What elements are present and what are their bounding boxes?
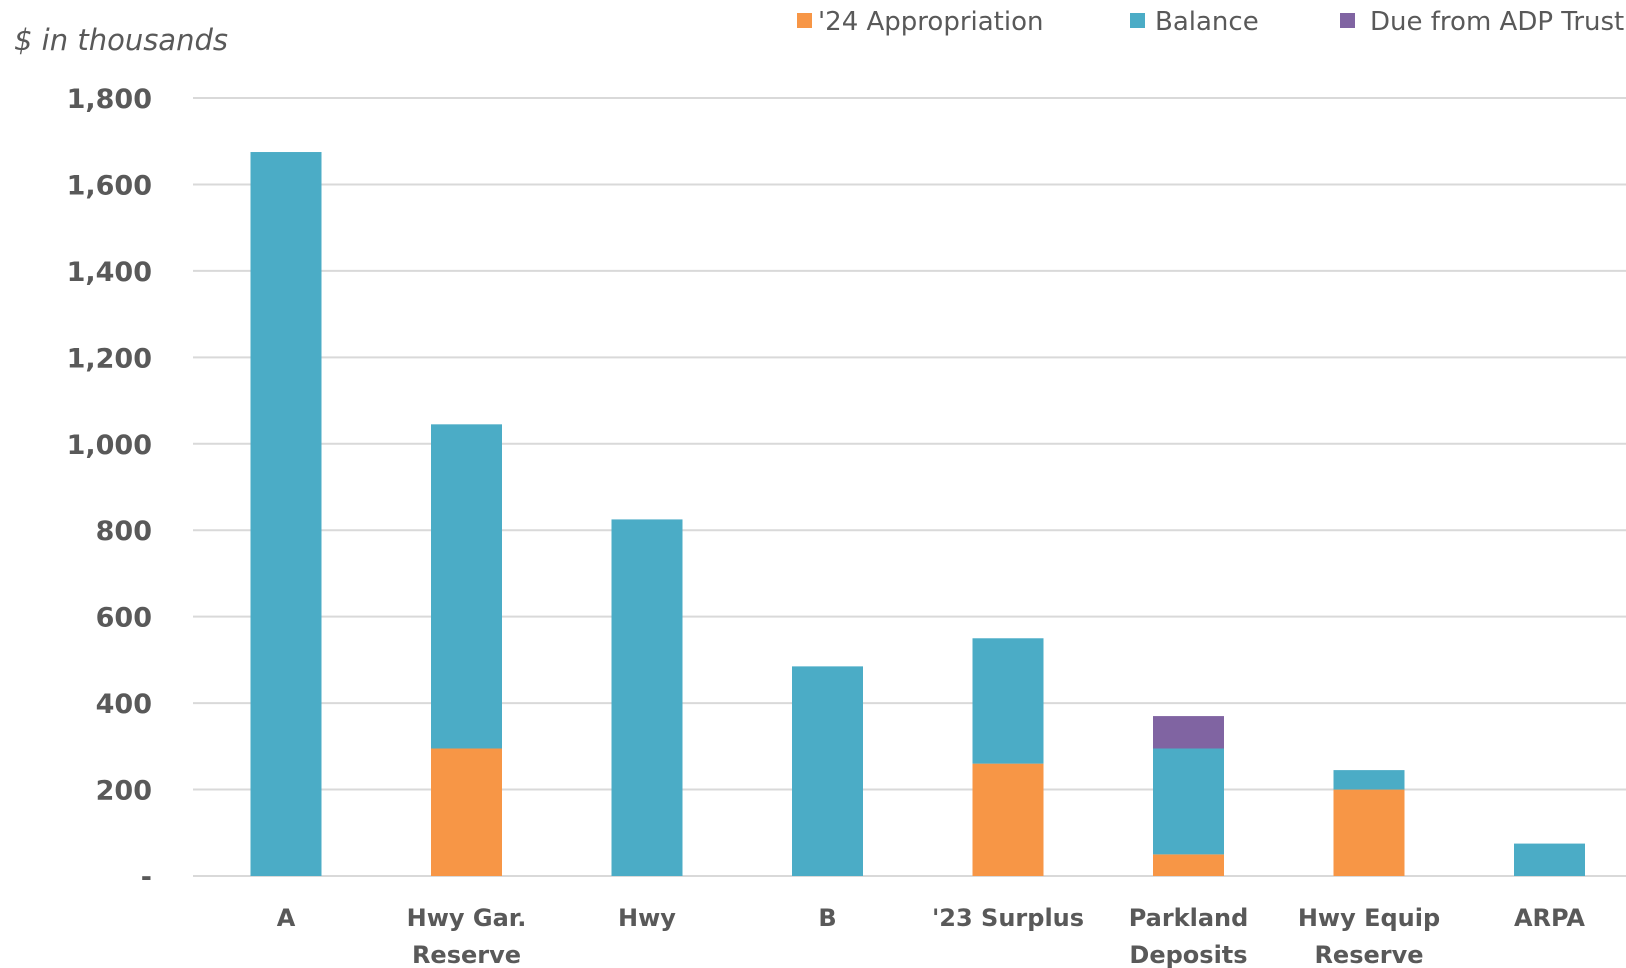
x-tick-label: Reserve <box>1314 941 1423 968</box>
bar-segment <box>431 748 502 876</box>
y-tick-label: 1,200 <box>67 343 152 374</box>
legend-swatch <box>1130 13 1145 28</box>
bar-segment <box>1153 716 1224 749</box>
x-tick-label: Hwy Gar. <box>407 904 527 932</box>
bar-segment <box>1333 770 1405 790</box>
x-tick-label: Parkland <box>1129 904 1249 932</box>
bar-segment <box>431 424 502 749</box>
x-tick-label: '23 Surplus <box>932 904 1084 932</box>
unit-label: $ in thousands <box>14 23 228 57</box>
bar-segment <box>1153 854 1224 876</box>
bar-segment <box>1514 843 1585 876</box>
x-tick-label: ARPA <box>1514 904 1585 932</box>
x-tick-label: Hwy Equip <box>1298 904 1440 932</box>
legend-label: Balance <box>1155 7 1259 37</box>
x-axis-labels: A Hwy Gar. Reserve Hwy B '23 Surplus Parkland D… <box>277 904 1586 968</box>
y-tick-label: 400 <box>96 689 152 720</box>
gridlines <box>193 97 1626 877</box>
legend-label: '24 Appropriation <box>818 7 1043 37</box>
bar-segment <box>1333 789 1405 876</box>
y-tick-label: 1,400 <box>67 257 152 288</box>
bar-segment <box>611 519 683 876</box>
bar-segment <box>972 638 1044 764</box>
bar-segment <box>1153 748 1224 855</box>
x-tick-label: Reserve <box>412 941 521 968</box>
y-tick-label: 1,800 <box>67 84 152 115</box>
y-tick-label: 200 <box>96 776 152 807</box>
x-tick-label: Hwy <box>618 904 676 932</box>
bars <box>250 152 1585 876</box>
legend-swatch <box>1340 13 1355 28</box>
y-tick-label: 1,000 <box>67 430 152 461</box>
bar-segment <box>250 152 322 876</box>
bar-segment <box>792 666 863 876</box>
y-tick-label: 600 <box>96 603 152 634</box>
y-axis-ticks: - 200 400 600 800 1,000 1,200 1,400 1,600 1,800 <box>67 84 152 893</box>
bar-segment <box>972 763 1044 876</box>
legend: '24 Appropriation Balance Due from ADP Tru… <box>797 7 1624 37</box>
y-tick-label: 800 <box>96 516 152 547</box>
x-tick-label: A <box>277 904 296 932</box>
y-tick-label: 1,600 <box>67 170 152 201</box>
x-tick-label: Deposits <box>1129 941 1247 968</box>
legend-swatch <box>797 13 812 28</box>
x-tick-label: B <box>818 904 836 932</box>
legend-label: Due from ADP Trust <box>1370 7 1624 37</box>
y-tick-label: - <box>141 862 152 893</box>
